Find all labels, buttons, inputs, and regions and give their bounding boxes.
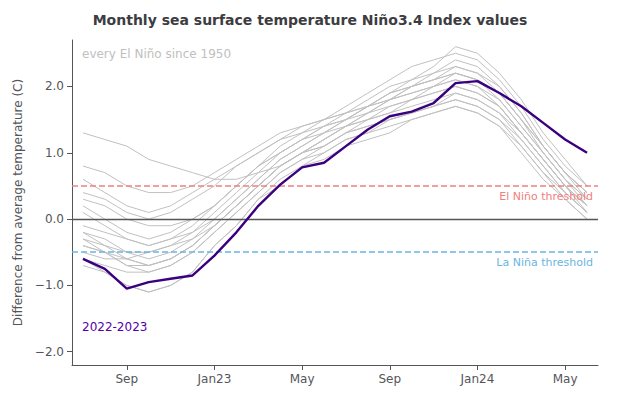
svg-text:−2.0: −2.0 [35,345,64,359]
svg-text:0.0: 0.0 [45,212,64,226]
svg-text:Sep: Sep [115,372,138,386]
svg-text:El Niño threshold: El Niño threshold [499,190,593,203]
svg-text:Monthly sea surface temperatur: Monthly sea surface temperature Niño3.4 … [93,12,528,28]
svg-text:May: May [290,372,315,386]
svg-text:every El Niño since 1950: every El Niño since 1950 [82,47,231,61]
svg-text:Sep: Sep [378,372,401,386]
svg-text:Difference from average temper: Difference from average temperature (C) [11,79,25,326]
svg-text:−1.0: −1.0 [35,278,64,292]
svg-text:2.0: 2.0 [45,79,64,93]
svg-text:2022-2023: 2022-2023 [82,320,147,334]
svg-text:1.0: 1.0 [45,146,64,160]
svg-text:May: May [553,372,578,386]
svg-text:Jan23: Jan23 [197,372,232,386]
svg-text:Jan24: Jan24 [460,372,495,386]
svg-text:La Niña threshold: La Niña threshold [496,256,593,269]
